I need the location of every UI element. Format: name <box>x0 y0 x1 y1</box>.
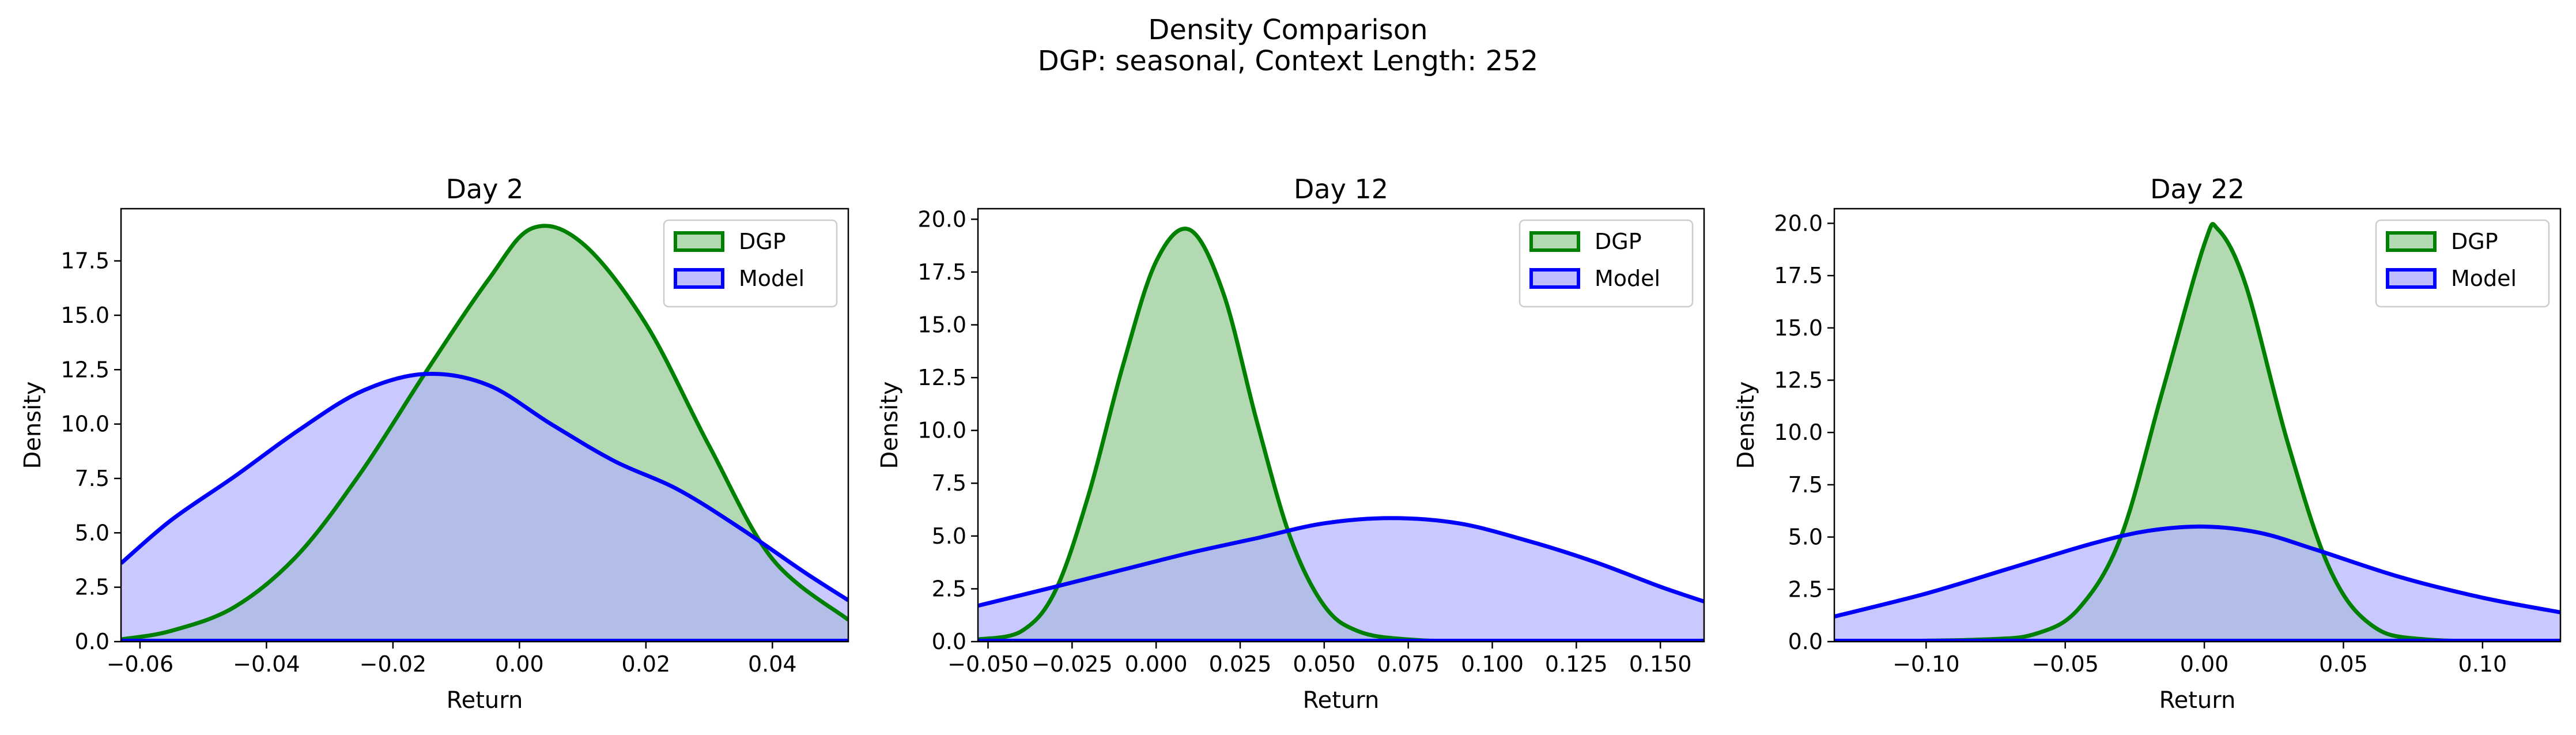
x-tick-label: 0.025 <box>1209 651 1272 677</box>
legend: DGP Model <box>1519 219 1694 308</box>
y-tick-label: 2.5 <box>1788 576 1823 602</box>
legend: DGP Model <box>2375 219 2550 308</box>
y-tick-label: 10.0 <box>917 418 966 443</box>
x-tick-label: 0.04 <box>748 651 797 677</box>
y-axis-label: Density <box>877 381 903 469</box>
figure-title: Density Comparison <box>1148 14 1428 46</box>
subplot-day-12: −0.050 −0.025 0.000 0.025 0.050 0.075 0.100 0.1… <box>877 174 1705 714</box>
y-axis-label: Density <box>1733 381 1759 469</box>
figure-subtitle: DGP: seasonal, Context Length: 252 <box>1037 45 1539 77</box>
y-tick-label: 15.0 <box>61 303 109 328</box>
plot-area <box>1834 222 2560 642</box>
subplot-day-22: −0.10 −0.05 0.00 0.05 0.10 0.0 2.5 5.0 7.5 10.0 12… <box>1733 174 2562 714</box>
y-tick-label: 0.0 <box>932 629 966 654</box>
dgp-legend-swatch <box>674 231 724 252</box>
subplot-day-2: −0.06 −0.04 −0.02 0.00 0.02 0.04 0.0 2.5 5.0 7.5 1… <box>20 174 849 714</box>
x-tick-label: −0.02 <box>360 651 426 677</box>
y-tick-label: 0.0 <box>1788 629 1823 654</box>
model-density-line <box>121 371 848 602</box>
model-density-area <box>1834 526 2560 642</box>
y-tick-label: 7.5 <box>1788 472 1823 497</box>
dgp-legend-swatch <box>2386 231 2437 252</box>
y-tick-label: 2.5 <box>75 575 109 600</box>
y-tick-label: 17.5 <box>61 248 109 274</box>
model-density-line <box>978 516 1704 608</box>
subplot-title: Day 12 <box>1294 174 1388 205</box>
dgp-density-line <box>121 224 848 642</box>
x-tick-label: 0.000 <box>1125 651 1188 677</box>
y-tick-label: 12.5 <box>61 357 109 382</box>
y-tick-label: 12.5 <box>1774 367 1823 393</box>
y-tick-label: 15.0 <box>917 312 966 337</box>
y-tick-label: 20.0 <box>1774 210 1823 236</box>
x-tick-label: 0.02 <box>622 651 671 677</box>
y-tick-label: 5.0 <box>932 523 966 549</box>
model-legend-swatch <box>674 268 724 289</box>
model-legend-swatch <box>1529 268 1580 289</box>
model-density-line <box>1834 524 2560 619</box>
x-axis-label: Return <box>2159 687 2236 714</box>
x-tick-label: −0.06 <box>107 651 173 677</box>
x-tick-label: 0.050 <box>1293 651 1355 677</box>
x-tick-label: −0.025 <box>1032 651 1113 677</box>
axes-frame <box>1833 208 2562 643</box>
y-tick-label: 15.0 <box>1774 315 1823 341</box>
y-tick-label: 20.0 <box>917 206 966 232</box>
x-axis-label: Return <box>447 687 523 714</box>
x-tick-label: 0.10 <box>2458 651 2507 677</box>
x-tick-label: −0.05 <box>2031 651 2098 677</box>
dgp-density-area <box>1834 224 2560 642</box>
y-tick-label: 5.0 <box>1788 525 1823 550</box>
axes-frame <box>120 208 849 643</box>
y-tick-label: 7.5 <box>932 470 966 496</box>
dgp-density-line <box>1834 222 2560 642</box>
plot-area <box>121 224 848 642</box>
x-axis-label: Return <box>1303 687 1380 714</box>
x-tick-label: 0.00 <box>495 651 544 677</box>
y-tick-label: 17.5 <box>917 259 966 285</box>
x-tick-label: 0.150 <box>1629 651 1692 677</box>
model-legend-label: Model <box>739 266 804 291</box>
legend: DGP Model <box>663 219 838 308</box>
model-density-area <box>121 374 848 642</box>
y-tick-label: 0.0 <box>75 629 109 654</box>
y-tick-label: 5.0 <box>75 520 109 545</box>
x-tick-label: 0.075 <box>1377 651 1440 677</box>
axes-frame <box>977 208 1705 643</box>
x-tick-label: 0.05 <box>2319 651 2368 677</box>
y-tick-label: 7.5 <box>75 466 109 491</box>
model-legend-label: Model <box>1595 266 1660 291</box>
y-tick-label: 2.5 <box>932 576 966 601</box>
subplot-title: Day 22 <box>2150 174 2245 205</box>
x-tick-label: 0.00 <box>2180 651 2229 677</box>
y-tick-label: 12.5 <box>917 365 966 390</box>
x-tick-label: 0.125 <box>1545 651 1608 677</box>
dgp-legend-label: DGP <box>739 229 786 254</box>
x-tick-label: −0.04 <box>233 651 300 677</box>
subplot-title: Day 2 <box>446 174 524 205</box>
dgp-density-area <box>978 228 1704 642</box>
plot-area <box>978 227 1704 642</box>
model-legend-swatch <box>2386 268 2437 289</box>
y-tick-label: 10.0 <box>61 412 109 437</box>
y-tick-label: 17.5 <box>1774 263 1823 288</box>
model-legend-label: Model <box>2451 266 2517 291</box>
x-tick-label: −0.10 <box>1893 651 1959 677</box>
x-tick-label: 0.100 <box>1461 651 1524 677</box>
dgp-legend-label: DGP <box>2451 229 2498 254</box>
dgp-legend-label: DGP <box>1595 229 1642 254</box>
model-density-area <box>978 518 1704 642</box>
y-axis-label: Density <box>20 381 46 469</box>
y-tick-label: 10.0 <box>1774 420 1823 445</box>
dgp-legend-swatch <box>1529 231 1580 252</box>
x-tick-label: −0.050 <box>947 651 1029 677</box>
